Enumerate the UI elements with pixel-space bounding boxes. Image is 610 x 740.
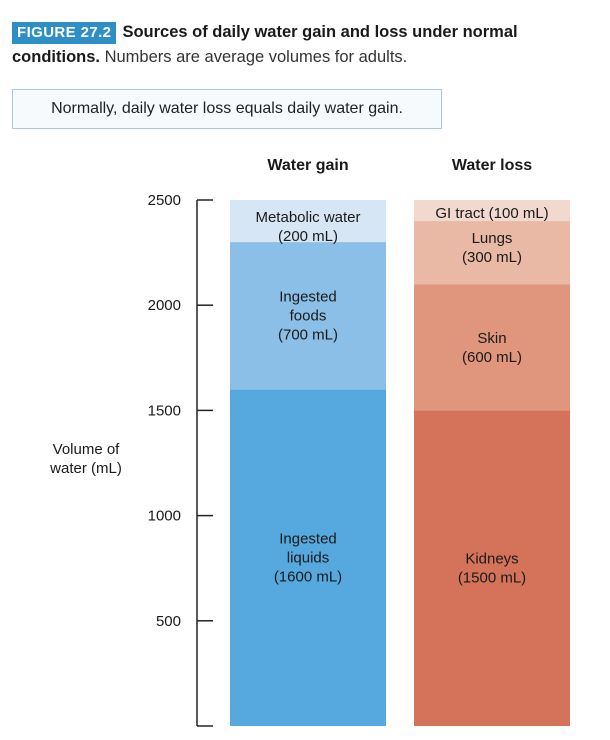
bar-segment-ingested-foods (230, 242, 386, 390)
segment-label-lungs-1: Lungs (472, 230, 513, 247)
segment-label-lungs-2: (300 mL) (462, 249, 522, 266)
bar-segment-kidneys (414, 410, 570, 726)
segment-label-ingested-liquids-2: liquids (287, 550, 330, 567)
bar-segment-skin (414, 284, 570, 411)
segment-label-kidneys-1: Kidneys (465, 551, 518, 568)
caption-title: Sources of daily water gain and loss und… (12, 23, 518, 66)
segment-label-ingested-liquids-1: Ingested (279, 531, 337, 548)
segment-label-kidneys-2: (1500 mL) (458, 570, 526, 587)
water-loss-title: Water loss (452, 157, 532, 174)
segment-label-ingested-foods-1: Ingested (279, 289, 337, 306)
segment-label-ingested-foods-2: foods (290, 308, 327, 325)
segment-label-metabolic-water-2: (200 mL) (278, 228, 338, 245)
water-gain-title: Water gain (267, 157, 348, 174)
y-axis-label-line-2: water (mL) (49, 460, 122, 477)
segment-label-skin-2: (600 mL) (462, 349, 522, 366)
bar-segment-ingested-liquids (230, 389, 386, 726)
segment-label-ingested-foods-3: (700 mL) (278, 327, 338, 344)
segment-label-ingested-liquids-3: (1600 mL) (274, 569, 342, 586)
segment-label-skin-1: Skin (477, 330, 506, 347)
y-tick-label-500: 500 (156, 613, 181, 630)
y-tick-label-1000: 1000 (148, 508, 181, 525)
y-axis-label-line-1: Volume of (53, 441, 121, 458)
segment-label-gi-tract-1: GI tract (100 mL) (435, 205, 548, 222)
y-tick-label-2500: 2500 (148, 192, 181, 209)
figure-label: FIGURE 27.2 (12, 22, 117, 44)
caption-note: Numbers are average volumes for adults. (104, 48, 408, 66)
bar-segment-gi-tract (414, 200, 570, 222)
bar-segment-metabolic-water (230, 200, 386, 243)
bar-segment-lungs (414, 221, 570, 285)
callout-box: Normally, daily water loss equals daily … (12, 89, 442, 129)
y-tick-label-1500: 1500 (148, 402, 181, 419)
figure-caption: FIGURE 27.2 Sources of daily water gain a… (12, 20, 592, 70)
y-tick-label-2000: 2000 (148, 297, 181, 314)
segment-label-metabolic-water-1: Metabolic water (255, 209, 360, 226)
